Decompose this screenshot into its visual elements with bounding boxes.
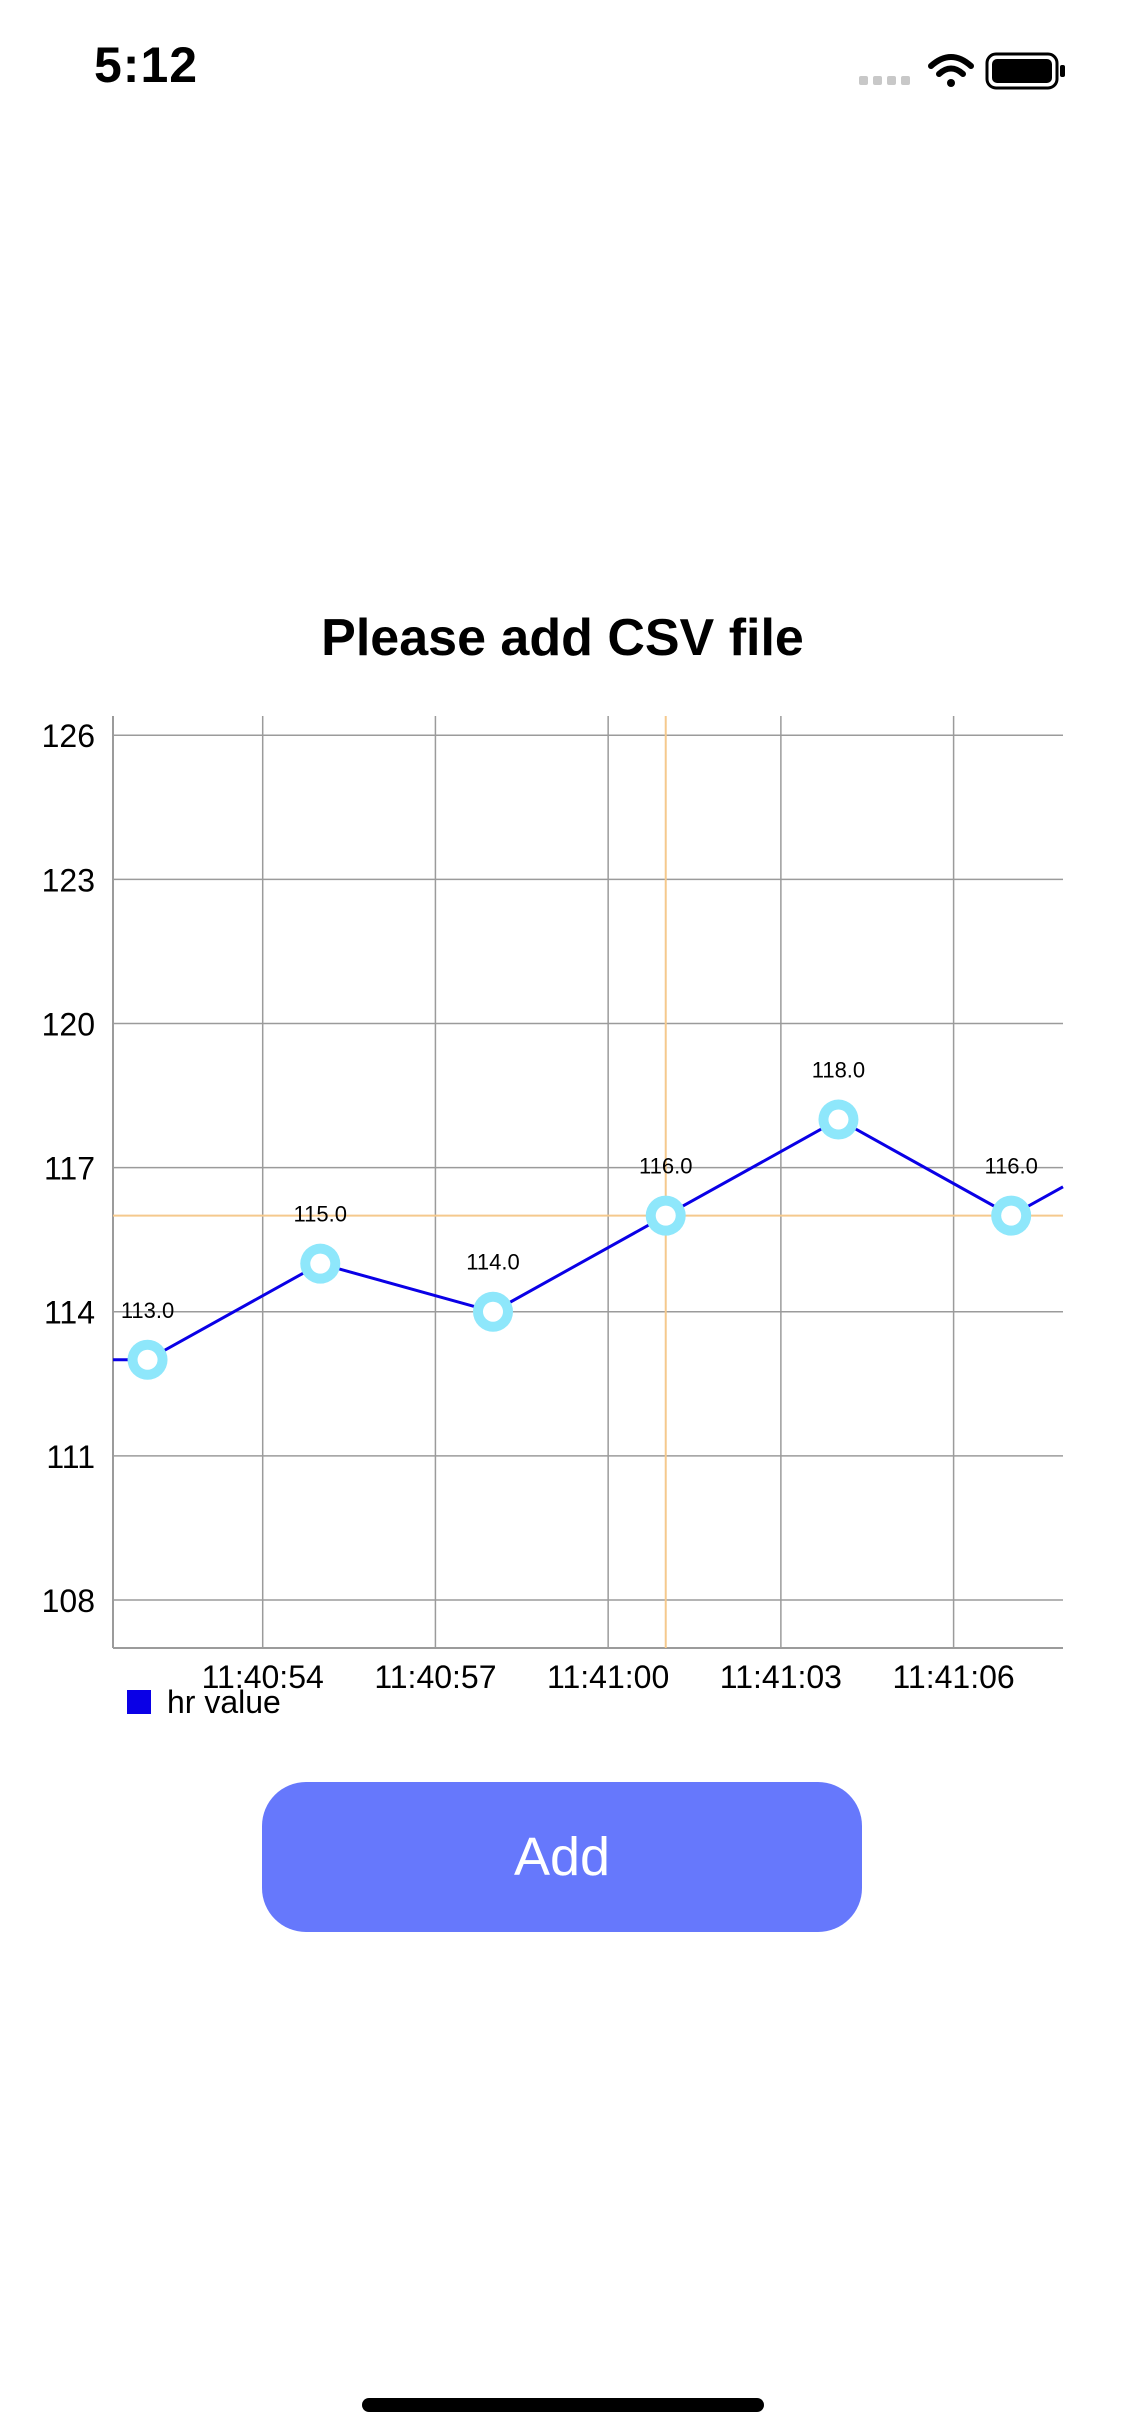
y-tick-label: 120 xyxy=(42,1006,95,1042)
home-indicator xyxy=(362,2398,764,2412)
y-tick-label: 114 xyxy=(44,1295,95,1331)
y-tick-label: 108 xyxy=(42,1583,95,1619)
data-label: 118.0 xyxy=(812,1058,865,1083)
y-tick-label: 126 xyxy=(42,718,95,754)
x-tick-label: 11:40:57 xyxy=(374,1659,496,1695)
data-point-center xyxy=(655,1205,676,1226)
series-line xyxy=(113,1117,1064,1362)
y-tick-label: 123 xyxy=(42,862,95,898)
data-label: 116.0 xyxy=(639,1154,692,1179)
x-tick-label: 11:41:06 xyxy=(893,1659,1015,1695)
x-tick-label: 11:40:54 xyxy=(202,1659,324,1695)
data-label: 114.0 xyxy=(466,1250,519,1275)
status-icons xyxy=(859,52,1065,90)
y-tick-label: 111 xyxy=(46,1439,95,1475)
data-point-center xyxy=(137,1349,158,1370)
data-point-center xyxy=(483,1301,503,1322)
y-tick-label: 117 xyxy=(44,1151,95,1187)
data-point-center xyxy=(1001,1205,1022,1226)
add-button[interactable]: Add xyxy=(262,1782,862,1932)
chart-svg: 108 111 114 117 120 123 126 11:40:54 11:40:57 11:… xyxy=(42,716,1064,1720)
page-title: Please add CSV file xyxy=(321,609,804,667)
battery-icon xyxy=(985,52,1065,90)
data-label: 113.0 xyxy=(121,1298,174,1323)
status-time: 5:12 xyxy=(94,37,199,93)
data-label: 116.0 xyxy=(984,1154,1037,1179)
legend-label: hr value xyxy=(167,1684,281,1720)
data-point-center xyxy=(310,1253,331,1274)
wifi-icon xyxy=(928,54,974,87)
data-label: 115.0 xyxy=(294,1202,347,1227)
legend-swatch xyxy=(127,1690,151,1714)
status-bar: 5:12 xyxy=(0,0,1125,140)
x-tick-label: 11:41:03 xyxy=(720,1659,842,1695)
heart-rate-chart[interactable]: 108 111 114 117 120 123 126 11:40:54 11:40:57 11:… xyxy=(0,700,1125,1750)
data-point-center xyxy=(828,1109,849,1130)
x-tick-label: 11:41:00 xyxy=(547,1659,669,1695)
signal-icon xyxy=(859,76,910,85)
